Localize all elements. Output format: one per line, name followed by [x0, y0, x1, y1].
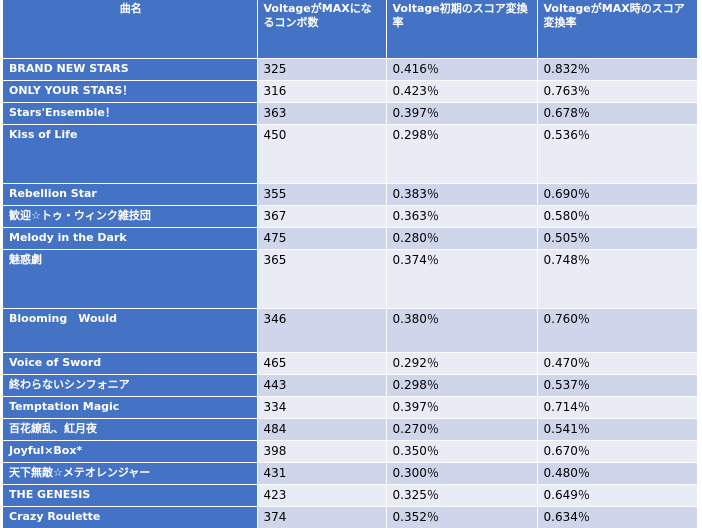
song-name: Melody in the Dark: [3, 226, 258, 249]
combo-count: 355: [257, 182, 387, 205]
song-name: Rebellion Star: [3, 182, 258, 205]
song-name: 終わらないシンフォニア: [3, 373, 258, 396]
combo-count: 398: [257, 439, 387, 462]
table-row: Crazy Roulette 374 0.352％ 0.634％: [3, 505, 698, 528]
combo-count: 484: [257, 417, 387, 440]
table-row: Blooming Would 346 0.380％ 0.760％: [3, 307, 698, 352]
header-combo-count: VoltageがMAXになるコンボ数: [257, 0, 387, 58]
initial-rate: 0.270％: [386, 417, 538, 440]
song-name: 魅惑劇: [3, 248, 258, 308]
song-name: ONLY YOUR STARS！: [3, 79, 258, 102]
initial-rate: 0.325％: [386, 483, 538, 506]
table-row: Voice of Sword 465 0.292％ 0.470％: [3, 351, 698, 374]
max-rate: 0.536％: [537, 123, 698, 183]
combo-count: 450: [257, 123, 387, 183]
song-name: 天下無敵☆メテオレンジャー: [3, 461, 258, 484]
initial-rate: 0.350％: [386, 439, 538, 462]
combo-count: 363: [257, 101, 387, 124]
table-row: 天下無敵☆メテオレンジャー 431 0.300％ 0.480％: [3, 461, 698, 484]
combo-count: 316: [257, 79, 387, 102]
song-name: Stars'Ensemble！: [3, 101, 258, 124]
max-rate: 0.748％: [537, 248, 698, 308]
initial-rate: 0.383％: [386, 182, 538, 205]
initial-rate: 0.292％: [386, 351, 538, 374]
combo-count: 475: [257, 226, 387, 249]
table-row: 終わらないシンフォニア 443 0.298％ 0.537％: [3, 373, 698, 396]
max-rate: 0.541％: [537, 417, 698, 440]
max-rate: 0.649％: [537, 483, 698, 506]
initial-rate: 0.423％: [386, 79, 538, 102]
table-row: Stars'Ensemble！ 363 0.397％ 0.678％: [3, 101, 698, 124]
initial-rate: 0.380％: [386, 307, 538, 352]
table-row: Melody in the Dark 475 0.280％ 0.505％: [3, 226, 698, 249]
combo-count: 325: [257, 57, 387, 80]
song-name: Joyful×Box*: [3, 439, 258, 462]
table-row: ONLY YOUR STARS！ 316 0.423％ 0.763％: [3, 79, 698, 102]
header-initial-rate: Voltage初期のスコア変換率: [386, 0, 538, 58]
song-name: THE GENESIS: [3, 483, 258, 506]
initial-rate: 0.363％: [386, 204, 538, 227]
max-rate: 0.670％: [537, 439, 698, 462]
combo-count: 365: [257, 248, 387, 308]
initial-rate: 0.300％: [386, 461, 538, 484]
max-rate: 0.470％: [537, 351, 698, 374]
initial-rate: 0.298％: [386, 373, 538, 396]
table-row: Temptation Magic 334 0.397％ 0.714％: [3, 395, 698, 418]
table-row: Rebellion Star 355 0.383％ 0.690％: [3, 182, 698, 205]
max-rate: 0.714％: [537, 395, 698, 418]
combo-count: 443: [257, 373, 387, 396]
song-name: Blooming Would: [3, 307, 258, 352]
table-row: Kiss of Life 450 0.298％ 0.536％: [3, 123, 698, 183]
initial-rate: 0.374％: [386, 248, 538, 308]
header-row: 曲名 VoltageがMAXになるコンボ数 Voltage初期のスコア変換率 V…: [3, 0, 698, 58]
combo-count: 465: [257, 351, 387, 374]
max-rate: 0.763％: [537, 79, 698, 102]
table-row: 歓迎☆トゥ・ウィンク雑技団 367 0.363％ 0.580％: [3, 204, 698, 227]
song-name: BRAND NEW STARS: [3, 57, 258, 80]
score-table: 曲名 VoltageがMAXになるコンボ数 Voltage初期のスコア変換率 V…: [3, 0, 698, 528]
combo-count: 367: [257, 204, 387, 227]
song-name: Crazy Roulette: [3, 505, 258, 528]
max-rate: 0.505％: [537, 226, 698, 249]
max-rate: 0.480％: [537, 461, 698, 484]
max-rate: 0.634％: [537, 505, 698, 528]
combo-count: 346: [257, 307, 387, 352]
song-name: Kiss of Life: [3, 123, 258, 183]
header-max-rate: VoltageがMAX時のスコア変換率: [537, 0, 698, 58]
initial-rate: 0.298％: [386, 123, 538, 183]
max-rate: 0.678％: [537, 101, 698, 124]
initial-rate: 0.352％: [386, 505, 538, 528]
table-row: Joyful×Box* 398 0.350％ 0.670％: [3, 439, 698, 462]
max-rate: 0.537％: [537, 373, 698, 396]
header-song-name: 曲名: [3, 0, 258, 58]
song-name: 百花繚乱、紅月夜: [3, 417, 258, 440]
table-row: 魅惑劇 365 0.374％ 0.748％: [3, 248, 698, 308]
song-name: 歓迎☆トゥ・ウィンク雑技団: [3, 204, 258, 227]
table-row: THE GENESIS 423 0.325％ 0.649％: [3, 483, 698, 506]
combo-count: 374: [257, 505, 387, 528]
initial-rate: 0.416％: [386, 57, 538, 80]
max-rate: 0.580％: [537, 204, 698, 227]
combo-count: 431: [257, 461, 387, 484]
max-rate: 0.690％: [537, 182, 698, 205]
song-name: Temptation Magic: [3, 395, 258, 418]
initial-rate: 0.280％: [386, 226, 538, 249]
initial-rate: 0.397％: [386, 101, 538, 124]
max-rate: 0.832％: [537, 57, 698, 80]
song-name: Voice of Sword: [3, 351, 258, 374]
combo-count: 334: [257, 395, 387, 418]
max-rate: 0.760％: [537, 307, 698, 352]
initial-rate: 0.397％: [386, 395, 538, 418]
table-row: 百花繚乱、紅月夜 484 0.270％ 0.541％: [3, 417, 698, 440]
combo-count: 423: [257, 483, 387, 506]
table-row: BRAND NEW STARS 325 0.416％ 0.832％: [3, 57, 698, 80]
